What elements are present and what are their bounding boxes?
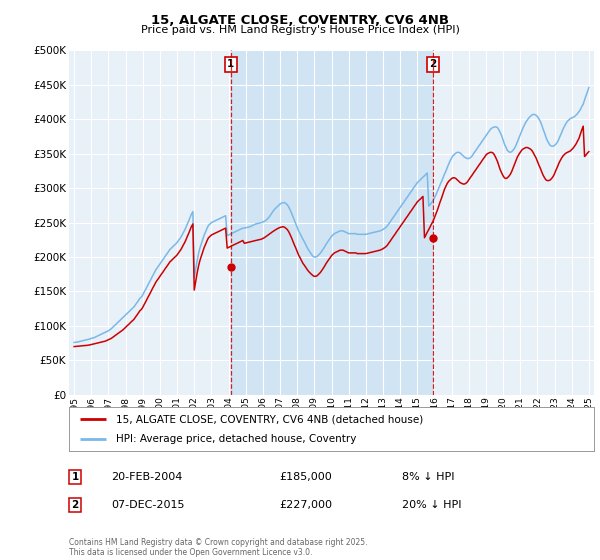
- Text: 07-DEC-2015: 07-DEC-2015: [111, 500, 185, 510]
- Text: 15, ALGATE CLOSE, COVENTRY, CV6 4NB (detached house): 15, ALGATE CLOSE, COVENTRY, CV6 4NB (det…: [116, 414, 424, 424]
- Text: £185,000: £185,000: [279, 472, 332, 482]
- Text: 15, ALGATE CLOSE, COVENTRY, CV6 4NB: 15, ALGATE CLOSE, COVENTRY, CV6 4NB: [151, 14, 449, 27]
- Text: £227,000: £227,000: [279, 500, 332, 510]
- Text: 20-FEB-2004: 20-FEB-2004: [111, 472, 182, 482]
- Text: 1: 1: [227, 59, 235, 69]
- Text: 1: 1: [71, 472, 79, 482]
- Bar: [231, 50, 433, 395]
- Text: 8% ↓ HPI: 8% ↓ HPI: [402, 472, 455, 482]
- Text: 20% ↓ HPI: 20% ↓ HPI: [402, 500, 461, 510]
- Text: 2: 2: [430, 59, 437, 69]
- Text: 2: 2: [71, 500, 79, 510]
- Text: Contains HM Land Registry data © Crown copyright and database right 2025.
This d: Contains HM Land Registry data © Crown c…: [69, 538, 367, 557]
- Text: Price paid vs. HM Land Registry's House Price Index (HPI): Price paid vs. HM Land Registry's House …: [140, 25, 460, 35]
- Text: HPI: Average price, detached house, Coventry: HPI: Average price, detached house, Cove…: [116, 433, 356, 444]
